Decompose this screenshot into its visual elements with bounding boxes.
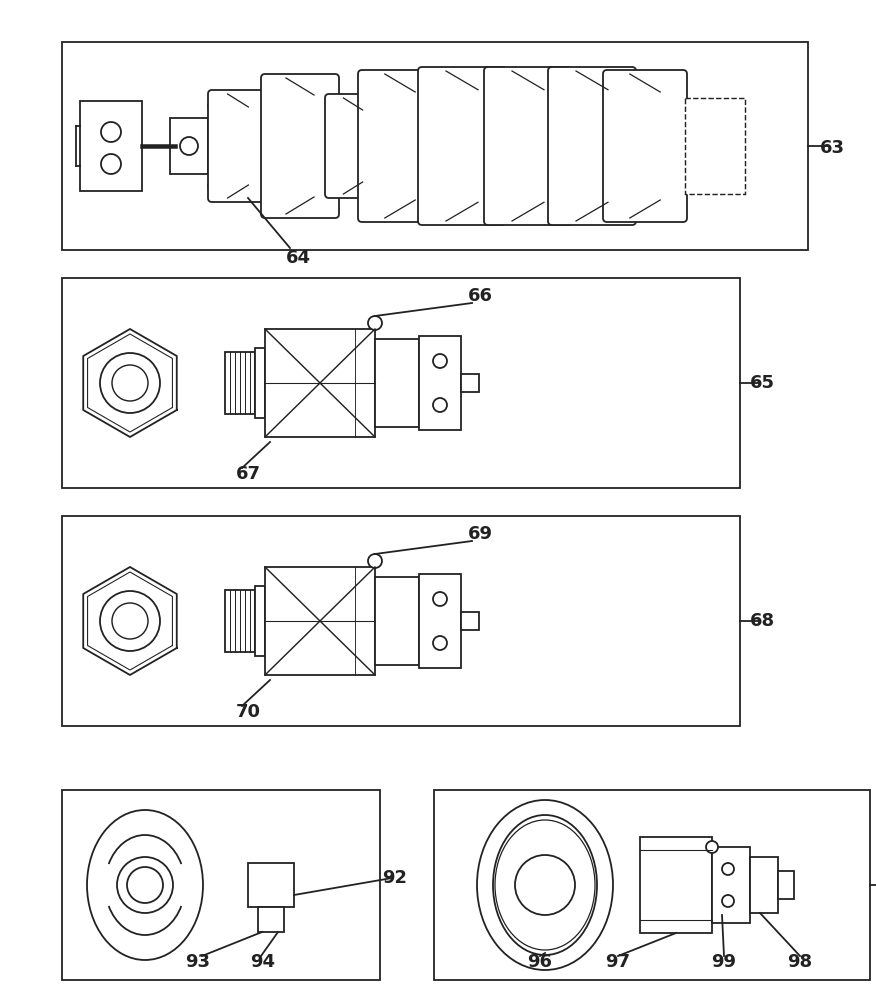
FancyBboxPatch shape [208, 90, 268, 202]
Bar [255, 348, 265, 418]
Bar [258, 907, 284, 932]
Bar [712, 847, 750, 923]
Bar [778, 871, 794, 899]
Text: 64: 64 [286, 249, 310, 267]
Circle shape [722, 895, 734, 907]
Bar [434, 790, 870, 980]
Text: 97: 97 [605, 953, 631, 971]
Bar [62, 516, 740, 726]
Circle shape [100, 353, 160, 413]
FancyBboxPatch shape [418, 67, 506, 225]
Circle shape [180, 137, 198, 155]
Bar [225, 352, 255, 414]
Text: 99: 99 [711, 953, 737, 971]
Circle shape [433, 636, 447, 650]
Circle shape [208, 179, 222, 193]
Bar [375, 577, 419, 665]
Bar [265, 567, 375, 675]
Text: 93: 93 [186, 953, 210, 971]
Bar [265, 329, 375, 437]
Bar [248, 863, 294, 907]
Bar [62, 790, 380, 980]
FancyBboxPatch shape [325, 94, 381, 198]
Bar [750, 857, 778, 913]
Circle shape [100, 591, 160, 651]
FancyBboxPatch shape [261, 74, 339, 218]
Circle shape [722, 863, 734, 875]
Bar [461, 612, 479, 630]
Bar [685, 98, 745, 194]
Bar [170, 118, 208, 174]
Circle shape [368, 316, 382, 330]
Bar [375, 339, 419, 427]
Circle shape [706, 841, 718, 853]
Text: 66: 66 [468, 287, 492, 305]
Text: 68: 68 [750, 612, 774, 630]
FancyBboxPatch shape [484, 67, 572, 225]
Text: 63: 63 [820, 139, 844, 157]
FancyBboxPatch shape [603, 70, 687, 222]
Text: 94: 94 [251, 953, 275, 971]
Bar [461, 374, 479, 392]
Circle shape [368, 554, 382, 568]
Bar [62, 42, 808, 250]
Text: 98: 98 [788, 953, 813, 971]
Bar [419, 336, 461, 430]
Circle shape [433, 354, 447, 368]
Bar [62, 278, 740, 488]
Circle shape [208, 99, 222, 113]
Text: 92: 92 [383, 869, 407, 887]
Text: 67: 67 [236, 465, 260, 483]
Text: 70: 70 [236, 703, 260, 721]
Bar [80, 101, 142, 191]
Text: 96: 96 [527, 953, 553, 971]
FancyBboxPatch shape [358, 70, 442, 222]
Circle shape [433, 398, 447, 412]
Text: 69: 69 [468, 525, 492, 543]
FancyBboxPatch shape [548, 67, 636, 225]
Bar [225, 590, 255, 652]
Bar [419, 574, 461, 668]
Bar [640, 837, 712, 933]
Circle shape [433, 592, 447, 606]
Text: 65: 65 [750, 374, 774, 392]
Bar [255, 586, 265, 656]
